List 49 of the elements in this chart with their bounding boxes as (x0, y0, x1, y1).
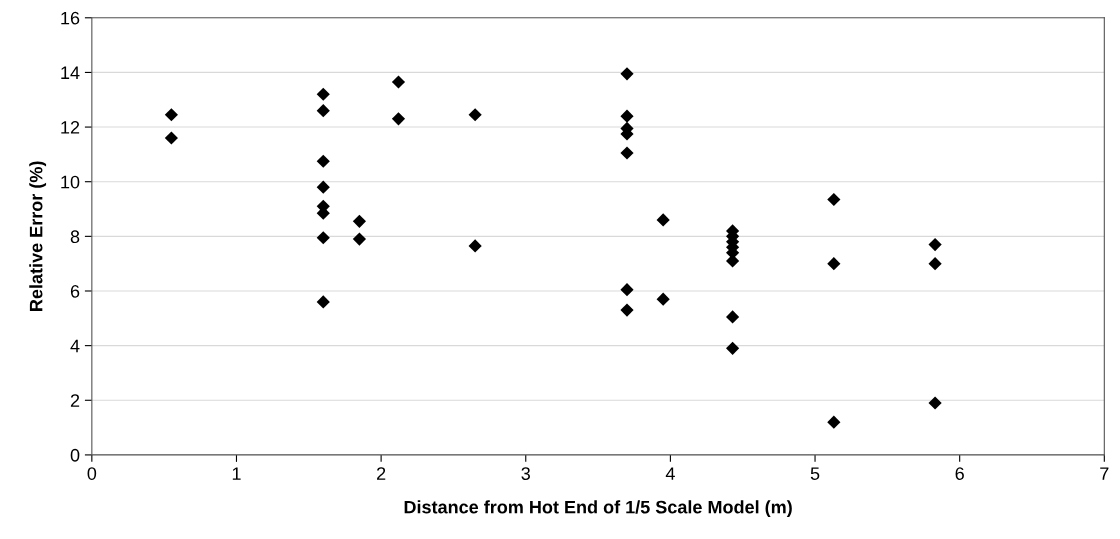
x-tick-label: 3 (521, 467, 530, 480)
point (827, 415, 841, 429)
point (928, 237, 942, 252)
point (726, 310, 740, 324)
y-tick-label: 2 (70, 394, 80, 407)
point (391, 112, 406, 126)
point (316, 180, 330, 194)
point (352, 232, 367, 246)
point (164, 108, 178, 122)
point (316, 295, 330, 309)
point (468, 239, 482, 253)
x-tick-label: 0 (87, 467, 97, 480)
point (726, 254, 740, 268)
point (316, 104, 330, 118)
point (352, 214, 367, 228)
point (620, 303, 634, 317)
point (726, 341, 740, 355)
y-tick-label: 12 (61, 121, 80, 134)
x-tick-label: 4 (665, 467, 675, 480)
y-tick-label: 8 (70, 230, 80, 244)
point (468, 108, 482, 122)
y-axis-title: Relative Error (%) (29, 161, 47, 311)
y-tick-label: 0 (70, 448, 80, 462)
point (620, 109, 634, 123)
point (928, 257, 942, 271)
point (620, 283, 634, 297)
point (316, 87, 330, 101)
x-axis-title: Distance from Hot End of 1/5 Scale Model (m) (404, 500, 792, 518)
y-tick-label: 6 (70, 284, 80, 298)
point (620, 146, 634, 160)
y-tick-label: 16 (61, 11, 80, 25)
x-tick-label: 1 (232, 467, 241, 480)
point (656, 292, 670, 306)
x-tick-label: 5 (810, 467, 820, 480)
y-tick-label: 10 (61, 175, 80, 189)
y-tick-label: 14 (61, 66, 80, 79)
point (656, 213, 670, 227)
point (391, 75, 406, 89)
point (164, 131, 178, 145)
point (827, 257, 841, 271)
point (316, 154, 330, 168)
y-tick-label: 4 (70, 339, 80, 353)
point (928, 396, 942, 410)
x-tick-label: 6 (955, 467, 964, 480)
point (620, 67, 634, 81)
point (827, 192, 841, 207)
point (316, 231, 330, 245)
x-tick-label: 2 (377, 467, 386, 480)
x-tick-label: 7 (1100, 467, 1109, 480)
